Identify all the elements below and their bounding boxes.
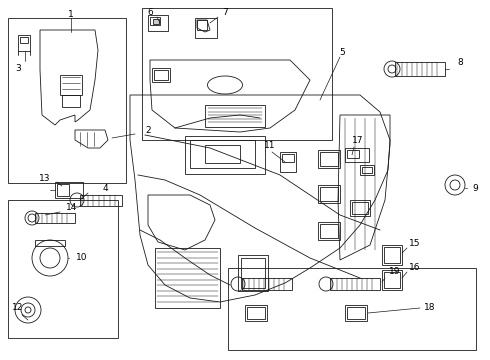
Text: 13: 13 xyxy=(39,174,51,183)
Bar xyxy=(318,150,340,168)
Bar xyxy=(148,15,168,31)
Text: 6: 6 xyxy=(147,8,153,17)
Bar xyxy=(242,278,292,290)
Bar xyxy=(320,224,338,238)
Bar xyxy=(282,154,294,162)
Bar xyxy=(195,18,217,38)
Bar xyxy=(154,70,168,80)
Bar xyxy=(320,187,338,201)
Bar xyxy=(57,184,69,196)
Bar xyxy=(245,305,267,321)
Text: 18: 18 xyxy=(424,303,436,312)
Bar xyxy=(55,182,83,198)
Bar xyxy=(352,202,368,214)
Bar xyxy=(8,18,126,183)
Bar xyxy=(35,240,65,246)
Text: 15: 15 xyxy=(409,239,421,248)
Bar xyxy=(247,307,265,319)
Text: 4: 4 xyxy=(102,184,108,193)
Bar xyxy=(190,140,255,168)
Bar xyxy=(360,165,374,175)
Text: 9: 9 xyxy=(472,184,478,193)
Bar xyxy=(362,167,372,173)
Text: 3: 3 xyxy=(15,63,21,72)
Bar xyxy=(330,278,380,290)
Text: 11: 11 xyxy=(264,140,276,149)
Bar xyxy=(382,245,402,265)
Bar xyxy=(384,247,400,263)
Bar xyxy=(80,195,122,206)
Text: 17: 17 xyxy=(352,135,364,144)
Bar xyxy=(395,62,445,76)
Bar xyxy=(20,37,28,43)
Bar xyxy=(345,148,369,162)
Text: 16: 16 xyxy=(409,264,421,273)
Text: 10: 10 xyxy=(76,253,88,262)
Bar xyxy=(155,248,220,308)
Text: 12: 12 xyxy=(12,303,24,312)
Bar xyxy=(150,17,160,25)
Bar xyxy=(197,20,207,30)
Bar xyxy=(62,95,80,107)
Bar xyxy=(345,305,367,321)
Bar xyxy=(280,152,296,172)
Bar xyxy=(241,258,265,288)
Bar xyxy=(205,145,240,163)
Text: 7: 7 xyxy=(222,8,228,17)
Text: 8: 8 xyxy=(457,58,463,67)
Bar xyxy=(228,268,476,350)
Bar xyxy=(238,255,268,291)
Bar xyxy=(382,270,402,290)
Bar xyxy=(205,105,265,127)
Bar xyxy=(318,222,340,240)
Bar xyxy=(153,19,159,24)
Bar xyxy=(60,75,82,95)
Bar xyxy=(318,185,340,203)
Bar xyxy=(152,68,170,82)
Bar xyxy=(347,150,359,158)
Bar xyxy=(347,307,365,319)
Bar xyxy=(18,35,30,51)
Bar xyxy=(384,272,400,288)
Text: 19: 19 xyxy=(389,267,401,276)
Text: 2: 2 xyxy=(145,126,151,135)
Bar xyxy=(350,200,370,216)
Bar xyxy=(142,8,332,140)
Text: 14: 14 xyxy=(66,202,78,212)
Bar xyxy=(8,200,118,338)
Bar xyxy=(35,213,75,223)
Text: 5: 5 xyxy=(339,48,345,57)
Bar xyxy=(320,152,338,166)
Text: 1: 1 xyxy=(68,9,74,18)
Bar xyxy=(185,136,265,174)
